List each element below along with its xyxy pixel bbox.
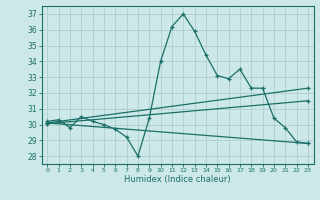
X-axis label: Humidex (Indice chaleur): Humidex (Indice chaleur) — [124, 175, 231, 184]
